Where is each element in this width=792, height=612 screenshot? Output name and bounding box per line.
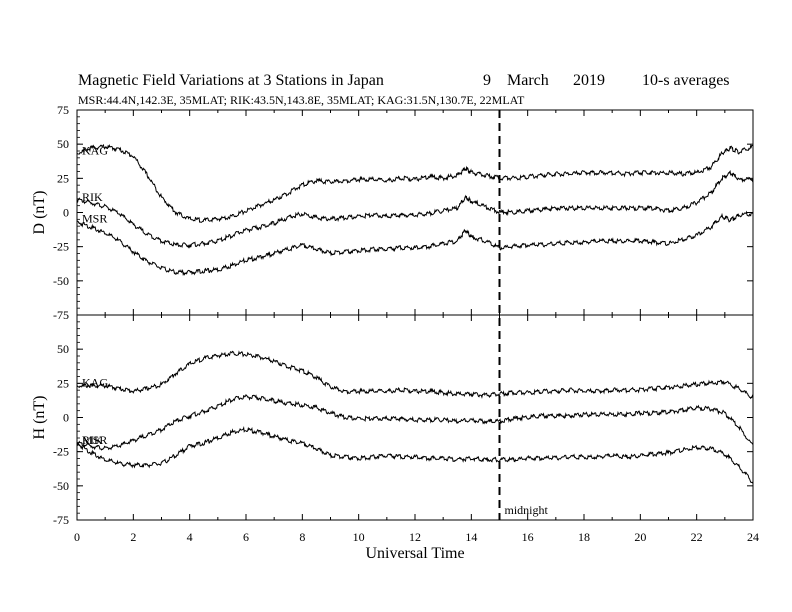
xtick-label: 10 <box>353 530 365 544</box>
xtick-label: 8 <box>299 530 305 544</box>
xtick-label: 12 <box>409 530 421 544</box>
d-ytick-label: -75 <box>53 308 69 322</box>
midnight-marker: midnight <box>498 110 549 520</box>
chart-year: 2019 <box>573 72 605 89</box>
xtick-label: 4 <box>187 530 193 544</box>
xtick-label: 22 <box>691 530 703 544</box>
d-series-label-rik: RIK <box>82 190 103 204</box>
d-ytick-label: 0 <box>63 206 69 220</box>
d-series-msr <box>76 210 754 277</box>
h-ytick-label: 25 <box>57 376 69 390</box>
h-ylabel: H (nT) <box>31 396 48 440</box>
d-series-kag <box>76 143 753 223</box>
h-panel-frame <box>76 314 754 521</box>
h-series-label-rik: RIK <box>82 433 103 447</box>
d-panel: 75 50 25 0 -25 -50 -75 D (nT) KAG RIK MSR <box>31 103 754 322</box>
chart-averages: 10-s averages <box>642 72 730 89</box>
h-series-rik <box>77 393 754 451</box>
xtick-label: 16 <box>522 530 534 544</box>
h-ytick-label: -25 <box>53 445 69 459</box>
chart-month: March <box>507 72 549 89</box>
xtick-label: 6 <box>243 530 249 544</box>
h-ytick-label: 0 <box>63 411 69 425</box>
midnight-label: midnight <box>505 503 549 517</box>
x-axis-label: Universal Time <box>365 545 464 562</box>
chart-title: Magnetic Field Variations at 3 Stations … <box>78 72 384 89</box>
h-series-label-kag: KAG <box>82 376 108 390</box>
d-ytick-label: 50 <box>57 137 69 151</box>
h-series-kag <box>76 350 754 400</box>
d-series-label-msr: MSR <box>82 212 107 226</box>
d-ytick-label: -50 <box>53 274 69 288</box>
xtick-label: 0 <box>74 530 80 544</box>
station-info: MSR:44.4N,142.3E, 35MLAT; RIK:43.5N,143.… <box>78 93 525 107</box>
xtick-label: 20 <box>634 530 646 544</box>
h-series-msr <box>76 426 754 484</box>
d-ytick-label: 75 <box>57 103 69 117</box>
h-ytick-label: -75 <box>53 513 69 527</box>
xtick-label: 2 <box>130 530 136 544</box>
d-series-label-kag: KAG <box>82 143 108 157</box>
d-ytick-label: -25 <box>53 240 69 254</box>
h-series-label-msr: MSR <box>82 433 107 447</box>
h-ytick-label: 50 <box>57 342 69 356</box>
xtick-label: 18 <box>578 530 590 544</box>
h-ytick-label: -50 <box>53 479 69 493</box>
d-ytick-label: 25 <box>57 171 69 185</box>
xtick-label: 24 <box>747 530 759 544</box>
d-ylabel: D (nT) <box>31 191 48 235</box>
chart-day: 9 <box>483 72 491 89</box>
xtick-label: 14 <box>465 530 477 544</box>
d-series-rik <box>77 170 754 249</box>
